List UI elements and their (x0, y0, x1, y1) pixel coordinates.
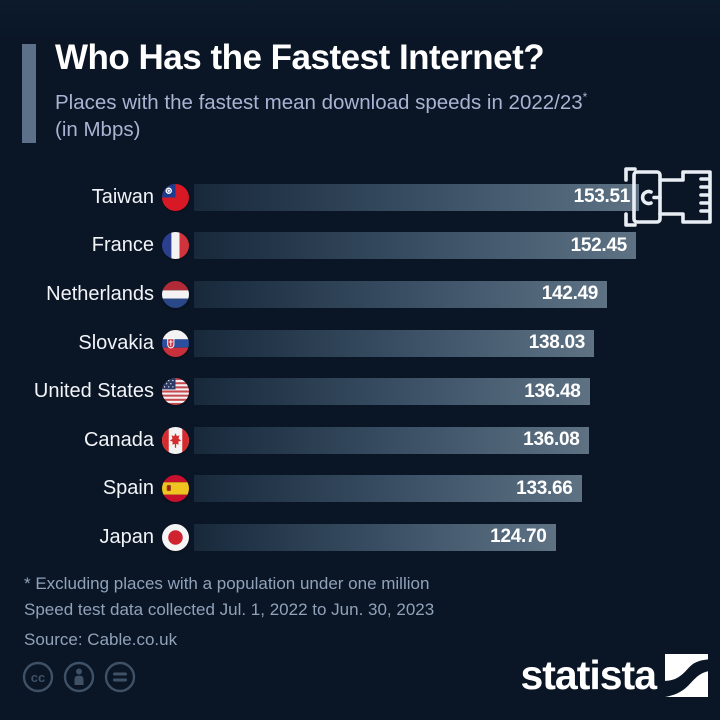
footnote-1: * Excluding places with a population und… (24, 574, 430, 593)
chart-subtitle: Places with the fastest mean download sp… (55, 90, 587, 143)
value-label: 133.66 (516, 477, 573, 499)
bar: 153.51 (194, 183, 639, 211)
spain-flag (162, 475, 189, 503)
svg-text:cc: cc (31, 670, 45, 685)
bar: 136.08 (194, 426, 589, 454)
country-label: Slovakia (78, 331, 154, 354)
slovakia-flag (162, 329, 189, 357)
country-label: Taiwan (91, 185, 154, 208)
chart-row: Taiwan 153.51 (0, 173, 720, 222)
value-label: 138.03 (528, 332, 586, 354)
chart-row: Japan 124.70 (0, 513, 720, 562)
country-label: Spain (102, 477, 154, 500)
footnote-2: Speed test data collected Jul. 1, 2022 t… (24, 599, 435, 619)
value-label: 136.08 (523, 429, 580, 451)
chart-row: Canada 136.08 (0, 416, 720, 465)
footnotes: * Excluding places with a population und… (24, 571, 434, 653)
country-label: Canada (83, 428, 154, 451)
bar: 152.45 (194, 232, 636, 260)
subtitle-line1: Places with the fastest mean download sp… (55, 91, 583, 114)
subtitle-unit: (in Mbps) (55, 117, 141, 141)
source-note: Source: Cable.co.uk (24, 630, 178, 649)
statista-logo-mark (665, 654, 708, 697)
page-title: Who Has the Fastest Internet? (55, 38, 545, 77)
value-label: 136.48 (524, 380, 581, 402)
chart-row: Slovakia 138.03 (0, 319, 720, 368)
country-label: Netherlands (46, 282, 154, 305)
bar-chart: Taiwan 153.51 France 152.45 Netherlands … (0, 167, 720, 562)
chart-row: France 152.45 (0, 222, 720, 271)
statista-logo: statista (520, 652, 708, 699)
country-label: Japan (99, 525, 155, 548)
chart-row: Spain 133.66 (0, 465, 720, 514)
france-flag (162, 232, 189, 260)
taiwan-flag (162, 183, 189, 211)
attribution-icon (63, 661, 95, 693)
country-label: United States (33, 380, 154, 403)
bar: 133.66 (194, 475, 582, 503)
value-label: 152.45 (570, 234, 628, 256)
cc-icon: cc (22, 661, 54, 693)
country-label: France (91, 234, 154, 257)
statista-wordmark: statista (520, 652, 657, 698)
license-icons: cc (22, 661, 136, 693)
bar: 142.49 (194, 280, 608, 308)
canada-flag (162, 426, 189, 454)
chart-row: Netherlands 142.49 (0, 270, 720, 319)
equals-icon (104, 661, 136, 693)
japan-flag (162, 523, 189, 551)
value-label: 153.51 (573, 186, 631, 208)
subtitle-asterisk: * (582, 90, 588, 105)
united-states-flag (162, 378, 189, 406)
chart-row: United States 136.48 (0, 367, 720, 416)
ethernet-cable-icon (624, 167, 712, 227)
value-label: 124.70 (490, 526, 547, 548)
value-label: 142.49 (541, 283, 599, 305)
bar: 136.48 (194, 378, 590, 406)
netherlands-flag (162, 280, 189, 308)
bar: 124.70 (194, 523, 556, 551)
bar: 138.03 (194, 329, 595, 357)
title-accent-bar (22, 44, 36, 143)
